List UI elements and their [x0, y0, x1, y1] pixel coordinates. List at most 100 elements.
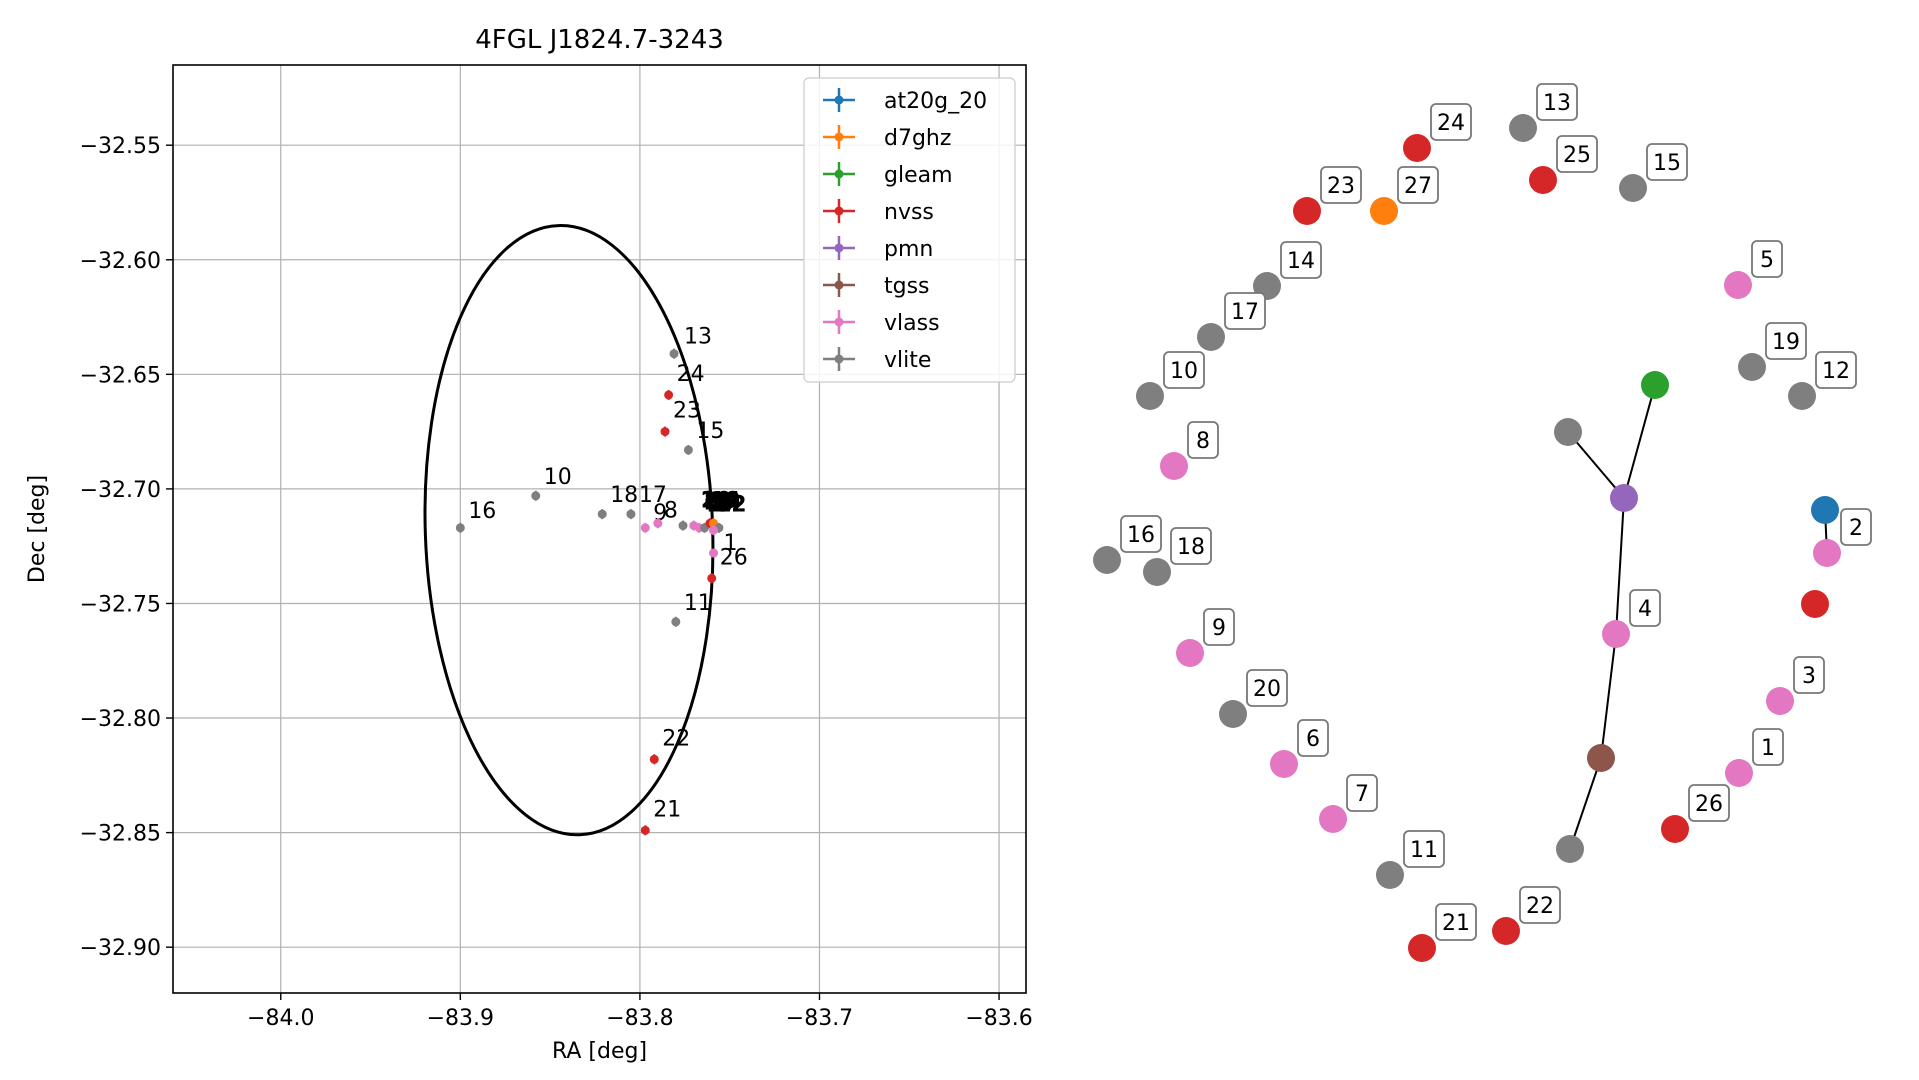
graph-node-labelbox-24 — [1430, 103, 1472, 141]
graph-node-label-12: 12 — [1822, 359, 1850, 384]
graph-node-6 — [1270, 750, 1298, 778]
y-tick-label-1: −32.60 — [80, 249, 161, 274]
graph-node-label-6: 6 — [1306, 727, 1320, 752]
point-24 — [664, 390, 674, 400]
graph-node-label-23: 23 — [1327, 174, 1355, 199]
graph-node-labelbox-5 — [1751, 240, 1783, 278]
graph-node-25 — [1529, 166, 1557, 194]
graph-node-labelbox-8 — [1187, 421, 1219, 459]
graph-node-12 — [1788, 382, 1816, 410]
y-tick-label-6: −32.85 — [80, 822, 161, 847]
cluster-label-2: 2 — [701, 489, 716, 514]
graph-node-label-15: 15 — [1653, 151, 1681, 176]
graph-node-unlabeled-30 — [1587, 744, 1615, 772]
graph-node-labelbox-16 — [1120, 515, 1162, 553]
y-axis-label: Dec [deg] — [25, 475, 50, 583]
graph-node-label-14: 14 — [1287, 249, 1315, 274]
graph-node-labelbox-21 — [1435, 903, 1477, 941]
graph-node-labelbox-11 — [1403, 830, 1445, 868]
graph-node-4 — [1602, 620, 1630, 648]
graph-node-label-2: 2 — [1849, 516, 1863, 541]
graph-node-label-21: 21 — [1442, 911, 1470, 936]
point-13 — [669, 349, 679, 359]
graph-node-labelbox-2 — [1840, 508, 1872, 546]
graph-node-labelbox-9 — [1203, 608, 1235, 646]
point-17 — [626, 509, 636, 519]
graph-node-16 — [1093, 546, 1121, 574]
graph-node-label-27: 27 — [1404, 174, 1432, 199]
point-9 — [640, 523, 650, 533]
graph-node-21 — [1408, 934, 1436, 962]
point-label-13: 13 — [684, 325, 712, 350]
legend-dot-gleam — [834, 169, 844, 179]
graph-node-labelbox-23 — [1320, 166, 1362, 204]
graph-node-label-5: 5 — [1760, 248, 1774, 273]
cluster-label-7: 7 — [707, 493, 722, 518]
graph-node-labelbox-25 — [1556, 135, 1598, 173]
graph-node-22 — [1492, 917, 1520, 945]
y-tick-label-3: −32.70 — [80, 478, 161, 503]
point-8 — [653, 518, 663, 528]
legend-label-pmn: pmn — [884, 237, 933, 262]
point-label-21: 21 — [653, 797, 681, 822]
graph-edge-3 — [1600, 633, 1617, 759]
legend-dot-nvss — [834, 206, 844, 216]
graph-node-23 — [1293, 197, 1321, 225]
graph-node-5 — [1724, 271, 1752, 299]
cluster-label-12: 12 — [716, 493, 747, 518]
graph-node-label-25: 25 — [1563, 143, 1591, 168]
x-tick-label-4: −83.6 — [965, 1006, 1032, 1031]
x-tick-label-1: −83.9 — [427, 1006, 494, 1031]
point-label-1: 1 — [724, 531, 738, 556]
legend-label-vlite: vlite — [884, 348, 931, 373]
legend-label-vlass: vlass — [884, 311, 940, 336]
graph-node-7 — [1319, 805, 1347, 833]
legend-dot-at20g_20 — [834, 95, 844, 105]
legend-label-gleam: gleam — [884, 163, 953, 188]
cluster-label-4: 4 — [713, 491, 728, 516]
graph-node-label-22: 22 — [1526, 894, 1554, 919]
point-10 — [531, 491, 541, 501]
graph-node-labelbox-14 — [1280, 241, 1322, 279]
graph-node-27 — [1370, 197, 1398, 225]
graph-node-labelbox-26 — [1688, 784, 1730, 822]
y-tick-label-7: −32.90 — [80, 936, 161, 961]
graph-node-labelbox-22 — [1519, 886, 1561, 924]
graph-node-17 — [1197, 323, 1225, 351]
point-1 — [709, 525, 719, 535]
legend-dot-d7ghz — [834, 132, 844, 142]
graph-edge-4 — [1569, 757, 1602, 850]
x-tick-label-0: −84.0 — [247, 1006, 314, 1031]
graph-node-label-3: 3 — [1802, 664, 1816, 689]
y-tick-label-4: −32.75 — [80, 592, 161, 617]
x-tick-label-3: −83.7 — [786, 1006, 853, 1031]
graph-node-labelbox-13 — [1536, 83, 1578, 121]
legend-label-tgss: tgss — [884, 274, 930, 299]
cluster-label-6: 6 — [704, 491, 719, 516]
graph-node-label-8: 8 — [1196, 429, 1210, 454]
point-label-10: 10 — [544, 465, 572, 490]
graph-node-26 — [1661, 815, 1689, 843]
cluster-label-14: 14 — [710, 489, 741, 514]
graph-node-13 — [1509, 114, 1537, 142]
graph-node-labelbox-27 — [1397, 166, 1439, 204]
graph-node-labelbox-17 — [1224, 292, 1266, 330]
y-tick-label-2: −32.65 — [80, 363, 161, 388]
graph-node-labelbox-15 — [1646, 143, 1688, 181]
point-label-18: 18 — [610, 483, 638, 508]
graph-node-unlabeled-27 — [1641, 371, 1669, 399]
legend-dot-tgss — [834, 280, 844, 290]
chart-title: 4FGL J1824.7-3243 — [475, 25, 724, 55]
legend-dot-vlass — [834, 317, 844, 327]
graph-node-20 — [1219, 700, 1247, 728]
point-label-22: 22 — [662, 726, 690, 751]
plot-frame — [172, 64, 1027, 994]
graph-node-18 — [1143, 558, 1171, 586]
y-tick-label-0: −32.55 — [80, 134, 161, 159]
point-20 — [678, 521, 688, 531]
graph-node-labelbox-10 — [1163, 351, 1205, 389]
graph-node-label-16: 16 — [1127, 523, 1155, 548]
graph-edge-1 — [1567, 431, 1625, 499]
point-label-16: 16 — [468, 499, 496, 524]
legend-label-nvss: nvss — [884, 200, 934, 225]
